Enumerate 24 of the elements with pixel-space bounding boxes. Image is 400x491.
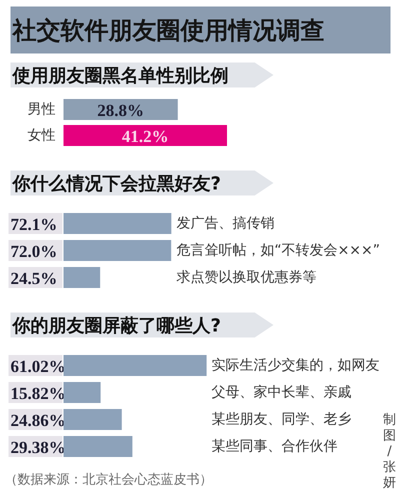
y-tick-label: 某些朋友、同学、老乡 xyxy=(212,412,352,428)
data-label: 24.86% xyxy=(10,411,66,430)
data-label: 15.82% xyxy=(10,384,66,403)
chart-title: 你什么情况下会拉黑好友? xyxy=(12,174,221,194)
data-label: 28.8% xyxy=(97,101,144,120)
y-tick-label: 求点赞以换取优惠券等 xyxy=(176,270,316,286)
data-label: 72.0% xyxy=(10,242,58,261)
text: （数据来源：北京社会心态蓝皮书） xyxy=(4,472,212,488)
y-tick-label: 男性 xyxy=(28,102,56,118)
y-tick-label: 实际生活少交集的，如网友 xyxy=(212,358,380,374)
chart-subtitle: 使用朋友圈黑名单性别比例 xyxy=(12,66,228,86)
y-tick-label: 父母、家中长辈、亲戚 xyxy=(212,384,352,400)
text: 制图/张妍 xyxy=(383,412,396,490)
chart-title: 社交软件朋友圈使用情况调查 xyxy=(12,16,324,44)
data-label: 41.2% xyxy=(122,127,169,146)
y-tick-label: 发广告、搞传销 xyxy=(176,216,274,232)
data-label: 29.38% xyxy=(10,438,66,457)
y-tick-label: 危言耸听帖，如“不转发会×××” xyxy=(176,242,380,258)
data-label: 24.5% xyxy=(10,269,58,288)
chart-title: 你的朋友圈屏蔽了哪些人? xyxy=(12,316,221,336)
y-tick-label: 女性 xyxy=(28,128,56,144)
data-label: 61.02% xyxy=(10,357,66,376)
y-tick-label: 某些同事、合作伙伴 xyxy=(212,438,338,454)
data-label: 72.1% xyxy=(10,215,58,234)
